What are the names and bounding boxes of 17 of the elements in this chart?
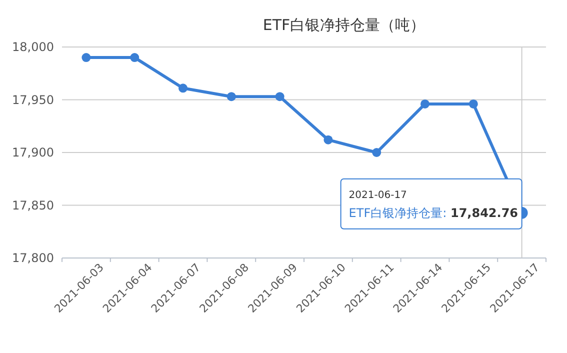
point [420, 99, 430, 108]
y-tick-label: 17,800 [12, 251, 54, 265]
point [178, 84, 188, 93]
point [82, 53, 91, 62]
y-tick-label: 18,000 [12, 40, 54, 54]
y-tick-label: 17,850 [12, 198, 54, 212]
point [226, 92, 236, 102]
chart-title: ETF白银净持仓量（吨） [262, 16, 426, 34]
category-label: 2021-06-17 [348, 190, 407, 201]
y-tick-label: 17,900 [12, 146, 54, 160]
point [324, 135, 333, 144]
point [372, 148, 382, 157]
y-tick-label: 17,950 [12, 92, 54, 107]
data-label: ETF白银净持仓量: 17,842.76 [348, 206, 518, 220]
point [130, 53, 140, 62]
point [468, 99, 478, 108]
point [275, 92, 284, 102]
